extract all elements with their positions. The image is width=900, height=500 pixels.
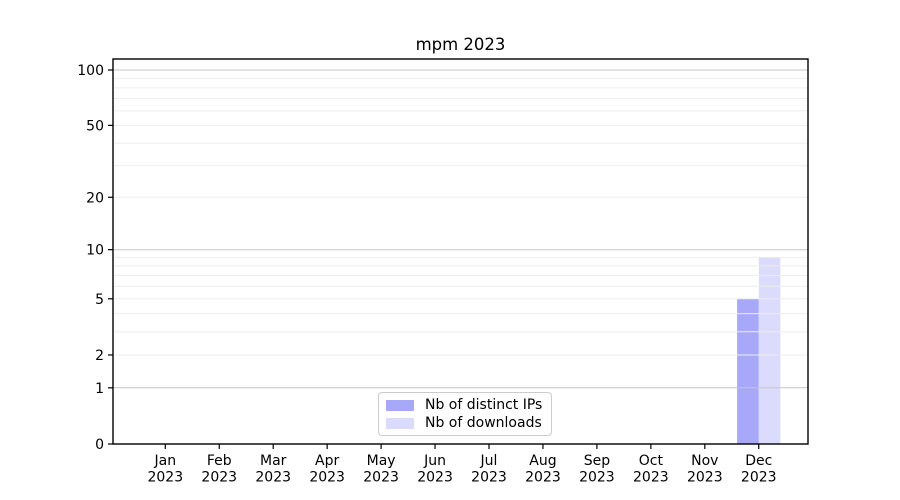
y-tick-label: 20 (86, 190, 104, 206)
plot-background (113, 59, 808, 444)
legend-swatch-icon (386, 399, 414, 411)
chart-title: mpm 2023 (415, 35, 506, 54)
y-tick-label: 50 (86, 118, 104, 134)
legend-label: Nb of downloads (425, 415, 542, 431)
x-tick-label: Aug 2023 (525, 453, 561, 486)
legend: Nb of distinct IPs Nb of downloads (378, 392, 553, 436)
x-tick-label: May 2023 (363, 453, 399, 486)
x-tick-label: Dec 2023 (741, 453, 777, 486)
legend-swatch-icon (386, 417, 414, 429)
legend-entry: Nb of distinct IPs (386, 397, 542, 413)
y-tick-label: 1 (95, 381, 104, 397)
y-tick-label: 100 (77, 63, 104, 79)
axes-box (112, 58, 809, 445)
y-tick-label: 2 (95, 348, 104, 364)
x-tick-label: Sep 2023 (579, 453, 615, 486)
x-tick-label: Jun 2023 (417, 453, 453, 486)
y-tick-label: 10 (86, 243, 104, 259)
x-tick-label: Apr 2023 (309, 453, 345, 486)
legend-label: Nb of distinct IPs (425, 397, 543, 413)
legend-entry: Nb of downloads (386, 415, 542, 431)
x-tick-label: Jul 2023 (471, 453, 507, 486)
x-tick-label: Mar 2023 (255, 453, 291, 486)
y-tick-label: 0 (95, 437, 104, 453)
bar-nb-of-distinct-ips (737, 298, 759, 444)
x-tick-label: Jan 2023 (147, 453, 183, 486)
x-tick-label: Nov 2023 (687, 453, 723, 486)
bar-nb-of-downloads (758, 257, 781, 444)
x-tick-label: Oct 2023 (633, 453, 669, 486)
x-tick-label: Feb 2023 (201, 453, 237, 486)
y-tick-label: 5 (95, 292, 104, 308)
